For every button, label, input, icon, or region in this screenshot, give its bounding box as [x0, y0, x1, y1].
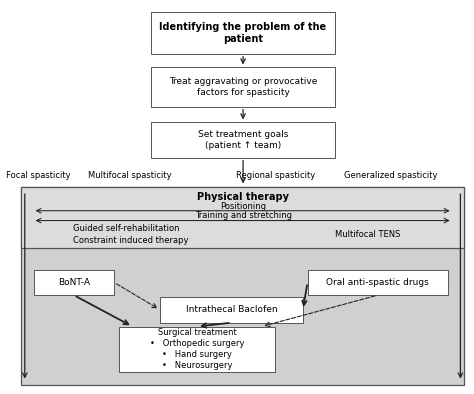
FancyBboxPatch shape	[151, 13, 335, 54]
Text: Regional spasticity: Regional spasticity	[236, 171, 315, 180]
Text: Training and stretching: Training and stretching	[194, 211, 292, 220]
Text: Intrathecal Baclofen: Intrathecal Baclofen	[186, 305, 277, 314]
Text: Oral anti-spastic drugs: Oral anti-spastic drugs	[327, 278, 429, 287]
Text: Positioning: Positioning	[220, 201, 266, 210]
Text: Physical therapy: Physical therapy	[197, 192, 289, 202]
Text: Set treatment goals
(patient ↑ team): Set treatment goals (patient ↑ team)	[198, 130, 288, 150]
Text: Multifocal TENS: Multifocal TENS	[335, 230, 401, 239]
FancyBboxPatch shape	[21, 187, 464, 385]
FancyBboxPatch shape	[160, 297, 303, 323]
FancyBboxPatch shape	[151, 67, 335, 107]
Text: Guided self-rehabilitation
Constraint induced therapy: Guided self-rehabilitation Constraint in…	[73, 224, 188, 245]
Text: BoNT-A: BoNT-A	[58, 278, 90, 287]
Text: Surgical treatment
•   Orthopedic surgery
•   Hand surgery
•   Neurosurgery: Surgical treatment • Orthopedic surgery …	[150, 328, 244, 370]
FancyBboxPatch shape	[21, 187, 464, 248]
Text: Treat aggravating or provocative
factors for spasticity: Treat aggravating or provocative factors…	[169, 77, 317, 97]
FancyBboxPatch shape	[118, 327, 275, 372]
FancyBboxPatch shape	[151, 123, 335, 158]
Text: Identifying the problem of the
patient: Identifying the problem of the patient	[159, 22, 327, 44]
FancyBboxPatch shape	[34, 269, 114, 295]
Text: Multifocal spasticity: Multifocal spasticity	[89, 171, 172, 180]
FancyBboxPatch shape	[308, 269, 448, 295]
Text: Focal spasticity: Focal spasticity	[6, 171, 71, 180]
Text: Generalized spasticity: Generalized spasticity	[344, 171, 437, 180]
